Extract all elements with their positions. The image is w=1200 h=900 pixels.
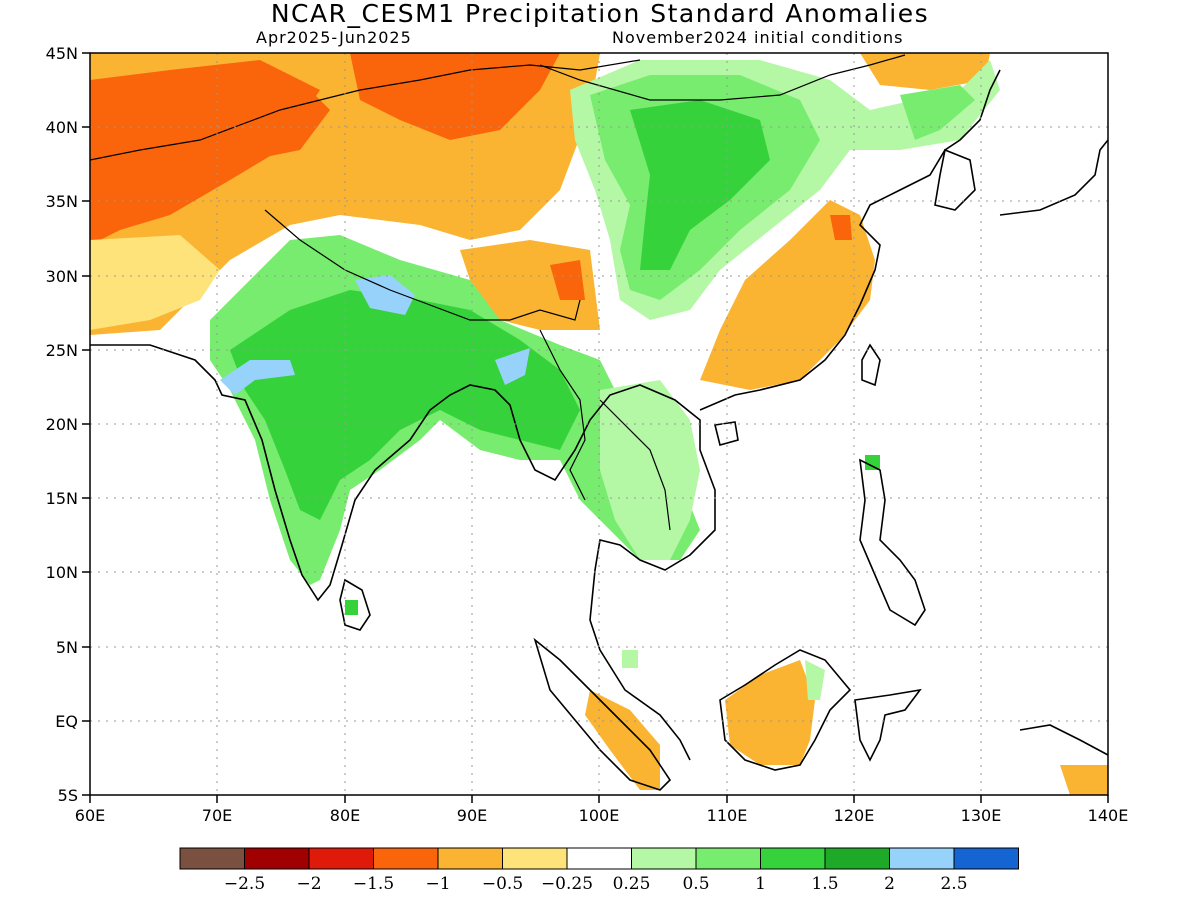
coast-korea [934,148,976,211]
y-tick-labels: 45N 40N 35N 30N 25N 20N 15N 10N 5N EQ 5S [46,44,78,805]
y-tick-label: 40N [46,118,78,137]
border-mongolia-china [539,54,906,101]
wet-region-philippines [865,455,880,470]
colorbar-swatch [824,847,890,870]
dry-region-sumatra [585,690,660,790]
colorbar-swatch [373,847,439,870]
coast-taiwan [861,343,881,387]
wet-region-gujarat-strong [220,360,295,395]
wet-region-central-india [230,290,580,520]
wet-region-nepal-strong [355,275,415,315]
coast-india [90,344,716,761]
map-title: NCAR_CESM1 Precipitation Standard Anomal… [270,0,930,28]
colorbar-label: −0.25 [541,874,593,894]
grid [90,53,1108,795]
x-tick-label: 80E [330,806,360,825]
y-tick-label: EQ [55,712,78,731]
dry-region-korea-japan [860,53,990,90]
border-central-asia [89,59,641,161]
y-tick-label: 30N [46,267,78,286]
dry-region-new-guinea [1060,765,1108,795]
coast-philippines [859,458,926,627]
coast-sulawesi [854,688,922,762]
colorbar-label: 2.5 [940,874,967,894]
dry-region-mongolia-strong [350,53,560,140]
border-himalaya [264,209,581,321]
x-tick-label: 60E [75,806,105,825]
colorbar-label: 1.5 [811,874,838,894]
coast-new-guinea [1019,724,1109,756]
y-tick-label: 20N [46,415,78,434]
x-tick-label: 70E [202,806,232,825]
dry-region-yangtze-strong [830,215,852,240]
wet-region-sri-lanka [345,600,358,615]
colorbar-label: −1.5 [353,874,394,894]
y-tick-label: 25N [46,341,78,360]
coast-japan [999,139,1109,216]
y-tick-label: 5N [56,638,78,657]
colorbar-swatch [953,847,1019,870]
colorbar-label: 0.5 [682,874,709,894]
x-tick-label: 100E [579,806,620,825]
colorbar-labels: −2.5 −2 −1.5 −1 −0.5 −0.25 0.25 0.5 1 1.5 2 2.5 [224,874,968,894]
colorbar-swatch [760,847,826,870]
x-tick-labels: 60E 70E 80E 90E 100E 110E 120E 130E 140E [75,806,1129,825]
wet-region-assam-strong [495,348,530,385]
light-dry-west-pakistan [90,235,220,330]
y-tick-label: 5S [58,786,78,805]
coastlines [89,54,1109,791]
y-tick-label: 45N [46,44,78,63]
wet-region-malaysia [622,650,638,668]
colorbar-swatch [631,847,697,870]
colorbar-label: 1 [755,874,766,894]
dry-region-kashmir [230,80,330,160]
wet-region-manchuria [900,85,975,140]
tick-marks [82,52,1109,803]
coast-borneo [719,649,852,771]
colorbar-swatch [179,847,245,870]
forecast-period: Apr2025-Jun2025 [256,28,412,47]
border-indochina [599,399,671,531]
colorbar-label: 2 [884,874,895,894]
coast-china [699,69,1001,411]
dry-region-tibet-strong [550,260,585,300]
colorbar-label: −2.5 [224,874,265,894]
colorbar-swatch [889,847,955,870]
colorbar-label: −0.5 [482,874,523,894]
colorbar-swatch [502,847,568,870]
coast-sumatra [533,637,672,791]
x-tick-label: 140E [1088,806,1129,825]
initial-conditions: November2024 initial conditions [612,28,904,47]
colorbar-label: −2 [296,874,321,894]
x-tick-label: 120E [834,806,875,825]
x-tick-label: 110E [707,806,748,825]
anomaly-layer [90,53,1108,795]
y-tick-label: 35N [46,192,78,211]
colorbar-swatch [437,847,503,870]
wet-region-borneo-north [805,660,825,700]
dry-region-southeast-china [700,200,875,390]
dry-region-borneo [725,660,815,765]
y-tick-label: 10N [46,563,78,582]
colorbar-swatch [695,847,761,870]
colorbar-label: −1 [425,874,450,894]
colorbar-swatch [308,847,374,870]
colorbar-label: 0.25 [613,874,651,894]
y-tick-label: 15N [46,489,78,508]
x-tick-label: 90E [457,806,487,825]
colorbar [179,847,1019,870]
colorbar-swatch [566,847,632,870]
coast-hainan [714,421,739,446]
border-myanmar [539,329,586,501]
x-tick-label: 130E [961,806,1002,825]
wet-region-china-north-strong [630,100,770,270]
colorbar-swatch [244,847,310,870]
coast-sri-lanka [339,578,371,631]
